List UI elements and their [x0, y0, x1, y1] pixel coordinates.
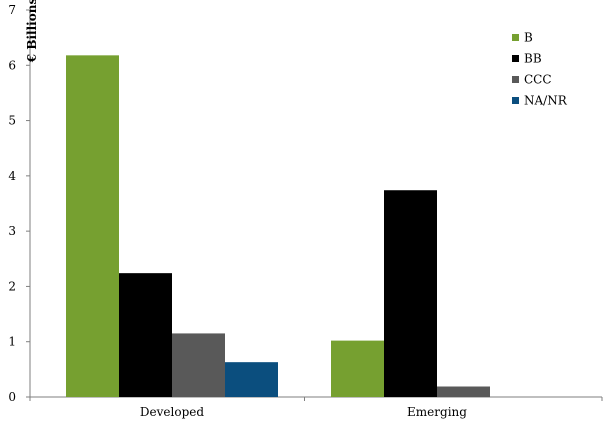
bar-b-developed: [66, 55, 119, 397]
y-tick-labels: 0 1 2 3 4 5 6 7: [8, 3, 16, 404]
x-category-label: Developed: [140, 405, 204, 419]
y-tick-label: 6: [8, 58, 16, 72]
x-category-labels: Developed Emerging: [140, 405, 467, 419]
bar-b-emerging: [331, 340, 384, 397]
legend-label: BB: [524, 52, 542, 66]
y-tick-label: 5: [8, 114, 16, 128]
bar-bb-developed: [119, 273, 172, 397]
legend-label: NA/NR: [524, 94, 568, 108]
bar-na-nr-developed: [225, 362, 278, 397]
bar-ccc-emerging: [437, 386, 490, 397]
y-axis-label: € Billions: [25, 0, 39, 63]
y-tick-label: 1: [8, 335, 16, 349]
y-tick-label: 0: [8, 390, 16, 404]
bar-ccc-developed: [172, 333, 225, 397]
y-tick-label: 4: [8, 169, 16, 183]
legend-swatch: [512, 97, 519, 104]
bar-bb-emerging: [384, 190, 437, 397]
legend-swatch: [512, 55, 519, 62]
legend-swatch: [512, 34, 519, 41]
legend-swatch: [512, 76, 519, 83]
legend-label: CCC: [524, 73, 552, 87]
y-tick-label: 2: [8, 279, 16, 293]
y-tick-label: 3: [8, 224, 16, 238]
bars: [66, 55, 490, 397]
y-tick-label: 7: [8, 3, 16, 17]
x-category-label: Emerging: [407, 405, 467, 419]
legend-label: B: [524, 31, 533, 45]
